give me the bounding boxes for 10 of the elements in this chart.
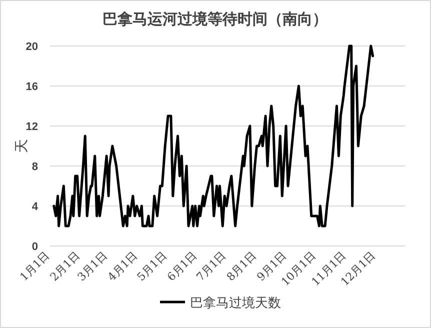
y-axis-title: 天: [14, 139, 30, 153]
y-tick-label: 20: [26, 41, 38, 53]
line-series: [52, 44, 374, 228]
chart-title: 巴拿马运河过境等待时间（南向）: [102, 10, 328, 28]
y-tick-label: 4: [32, 201, 39, 213]
y-tick-label: 16: [26, 81, 38, 93]
legend-label: 巴拿马过境天数: [190, 295, 281, 311]
y-tick-label: 0: [32, 241, 38, 253]
y-tick-label: 12: [26, 121, 38, 133]
y-tick-label: 8: [32, 161, 38, 173]
